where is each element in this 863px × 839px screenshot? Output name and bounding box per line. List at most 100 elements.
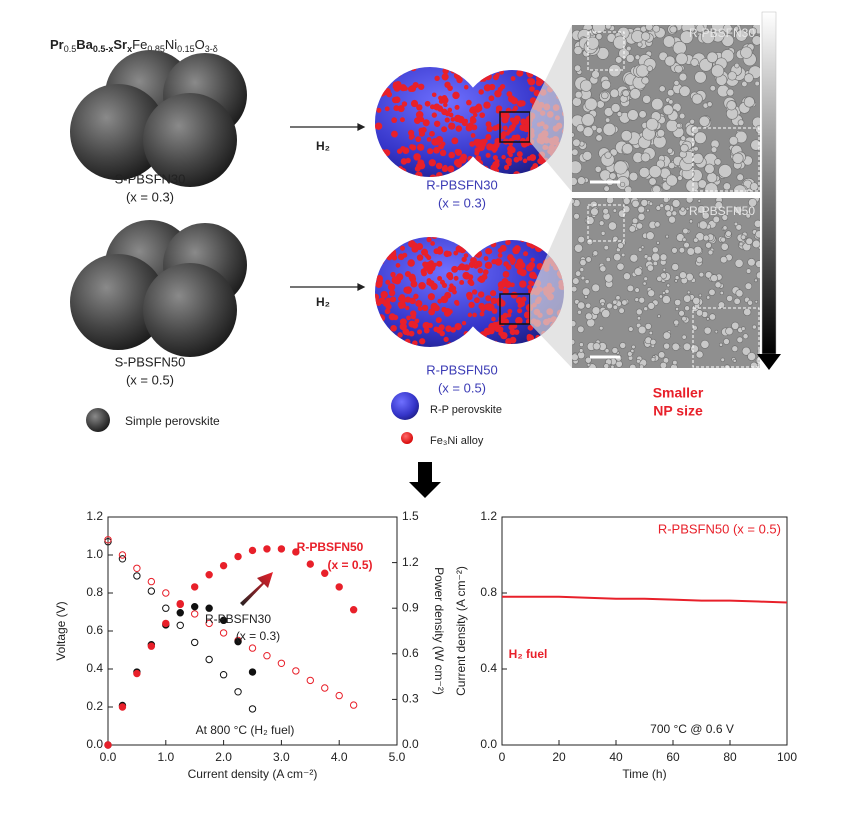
particle <box>665 234 669 239</box>
data-point <box>104 538 112 546</box>
alloy-dot <box>432 232 437 237</box>
y2-tick-label: 0.9 <box>402 600 419 614</box>
alloy-dot <box>532 162 539 169</box>
alloy-dot <box>507 145 515 153</box>
alloy-dot <box>505 239 511 246</box>
alloy-dot <box>415 299 423 308</box>
alloy-dot <box>383 251 391 259</box>
alloy-dot <box>502 125 508 131</box>
alloy-dot <box>389 67 395 68</box>
alloy-dot <box>491 308 498 314</box>
formula-subscript: 0.5-x <box>93 44 114 54</box>
alloy-dot <box>410 99 419 108</box>
particle <box>741 346 751 356</box>
particle <box>621 299 628 306</box>
alloy-dot <box>529 86 535 92</box>
alloy-dot <box>486 59 491 64</box>
alloy-dot <box>498 326 504 332</box>
alloy-dot <box>537 157 544 165</box>
y-tick-label: 1.2 <box>86 509 103 523</box>
alloy-dot <box>542 244 549 250</box>
particle <box>663 342 670 350</box>
particle <box>726 294 734 302</box>
particle <box>609 88 620 99</box>
data-point <box>263 545 271 553</box>
alloy-dot <box>507 308 513 314</box>
arrow-label: H₂ <box>316 139 330 153</box>
data-point <box>234 552 242 561</box>
data-point <box>248 546 257 555</box>
alloy-dot <box>375 83 377 90</box>
alloy-dot <box>495 72 500 78</box>
particle <box>579 267 585 273</box>
alloy-dot <box>377 257 385 265</box>
alloy-dot <box>412 340 418 346</box>
particle <box>703 326 712 335</box>
alloy-dot <box>544 242 550 248</box>
particle <box>634 267 643 276</box>
alloy-dot <box>465 237 472 244</box>
particle <box>635 308 643 316</box>
particle <box>685 206 690 211</box>
particle <box>658 351 666 359</box>
data-point <box>248 644 257 652</box>
alloy-dot <box>479 311 485 317</box>
alloy-dot <box>450 117 456 122</box>
particle <box>659 203 664 208</box>
particle <box>754 80 760 87</box>
annotation: At 800 °C (H₂ fuel) <box>196 723 295 737</box>
y-tick-label: 0.8 <box>480 585 497 599</box>
particle <box>599 325 604 331</box>
particle <box>604 348 610 354</box>
particle <box>661 291 666 295</box>
particle <box>712 215 720 224</box>
formula: Pr0.5Ba0.5-xSrxFe0.85Ni0.15O3-δ <box>50 37 218 54</box>
alloy-dot <box>516 151 523 158</box>
alloy-dot <box>457 115 465 124</box>
particle <box>592 342 601 351</box>
particle <box>698 271 705 278</box>
alloy-dot <box>534 70 540 76</box>
particle <box>577 235 585 244</box>
alloy-dot <box>495 105 503 112</box>
particle <box>704 163 715 174</box>
alloy-dot <box>514 262 522 270</box>
alloy-dot <box>447 107 453 113</box>
particle <box>592 250 599 257</box>
alloy-dot <box>441 165 449 173</box>
particle <box>643 306 649 312</box>
alloy-dot <box>439 149 447 157</box>
alloy-dot <box>540 69 548 77</box>
alloy-dot <box>501 117 508 124</box>
alloy-dot <box>538 243 546 251</box>
data-point <box>133 669 141 678</box>
particle <box>723 364 731 368</box>
alloy-dot <box>426 137 432 142</box>
particle <box>743 96 755 108</box>
formula-subscript: 0.5 <box>64 44 77 54</box>
alloy-dot <box>464 237 470 239</box>
alloy-dot <box>421 248 429 256</box>
particle <box>578 348 584 353</box>
alloy-dot <box>375 164 382 171</box>
particle <box>745 213 751 219</box>
particle <box>646 65 653 72</box>
alloy-dot <box>443 102 448 108</box>
alloy-dot <box>389 237 397 238</box>
alloy-dot <box>375 171 378 177</box>
particle <box>693 146 699 152</box>
particle <box>617 242 624 249</box>
particle <box>706 317 710 321</box>
particle <box>648 165 662 179</box>
particle <box>655 205 662 211</box>
alloy-dot <box>474 150 480 156</box>
particle <box>755 260 760 268</box>
alloy-dot <box>399 323 407 331</box>
alloy-dot <box>375 280 383 288</box>
particle <box>679 85 691 97</box>
particle <box>634 54 641 61</box>
particle <box>731 321 740 330</box>
alloy-dot <box>390 324 397 332</box>
alloy-dot <box>385 69 391 75</box>
particle <box>745 237 753 246</box>
